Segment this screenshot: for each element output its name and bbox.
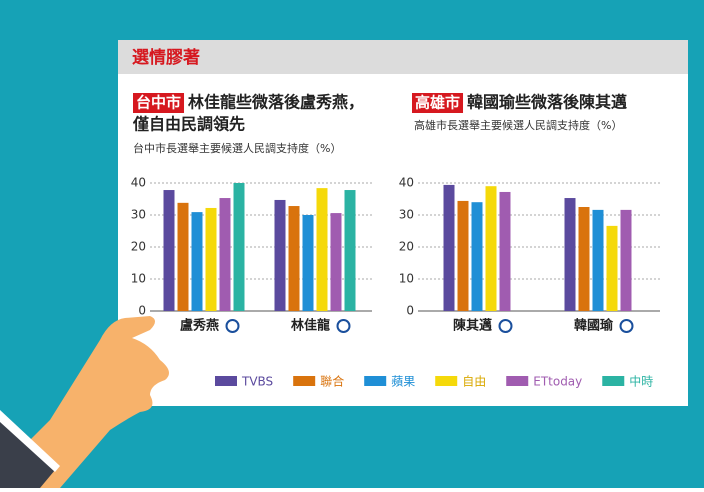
bar — [606, 225, 618, 311]
x-tick-label: 陳其邁 — [453, 318, 492, 334]
bar — [316, 188, 328, 311]
y-tick-label: 10 — [131, 272, 146, 286]
bar — [274, 199, 286, 311]
party-icon — [498, 319, 513, 333]
bar — [330, 213, 342, 311]
chart-tag: 高雄市 — [415, 94, 460, 112]
charts: 台中市 林佳龍些微落後盧秀燕， 僅自由民調領先台中市長選舉主要候選人民調支持度（%）… — [131, 93, 660, 334]
hand — [0, 316, 169, 488]
legend-label: ETtoday — [533, 375, 582, 389]
bar — [499, 191, 511, 311]
legend-swatch — [364, 376, 387, 386]
x-tick-label: 韓國瑜 — [574, 318, 614, 334]
chart-tag-box — [133, 93, 185, 113]
bar — [344, 190, 356, 311]
bar — [620, 209, 632, 311]
legend-label: 聯合 — [320, 374, 344, 389]
legend-label: 中時 — [629, 374, 653, 389]
legend-swatch — [435, 376, 458, 386]
legend: TVBS 聯合 蘋果 自由 ETtoday 中時 — [215, 374, 653, 389]
chart-tag: 台中市 — [136, 94, 181, 112]
y-tick-label: 40 — [399, 176, 414, 190]
y-tick-label: 40 — [131, 176, 146, 190]
bar — [578, 207, 590, 311]
bar — [288, 206, 300, 311]
chart-subtitle: 高雄市長選舉主要候選人民調支持度（%） — [414, 118, 622, 132]
bar — [457, 200, 469, 311]
y-tick-label: 20 — [399, 240, 414, 254]
party-icon — [336, 319, 351, 333]
header-bar — [118, 40, 688, 74]
legend-swatch — [215, 376, 237, 386]
header-title: 選情膠著 — [132, 47, 200, 68]
legend-label: TVBS — [241, 375, 273, 389]
y-tick-label: 30 — [131, 208, 146, 222]
y-tick-label: 10 — [399, 272, 414, 286]
legend-swatch — [506, 376, 529, 386]
bar — [177, 202, 189, 311]
bar — [233, 183, 245, 311]
chart-title: 僅自由民調領先 — [132, 115, 245, 134]
legend-label: 自由 — [462, 375, 486, 389]
bar — [471, 202, 483, 311]
chart-title: 林佳龍些微落後盧秀燕， — [188, 93, 364, 112]
bar — [205, 207, 217, 311]
y-tick-label: 0 — [138, 304, 146, 318]
y-tick-label: 20 — [131, 240, 146, 254]
chart-tag-box — [412, 93, 464, 113]
party-icon — [225, 319, 240, 333]
bar — [163, 190, 175, 311]
bar — [219, 198, 231, 311]
y-tick-label: 30 — [399, 208, 414, 222]
x-tick-label: 盧秀燕 — [180, 318, 219, 334]
bar — [485, 186, 497, 311]
x-tick-label: 林佳龍 — [291, 318, 330, 334]
cuff — [0, 410, 60, 472]
sleeve — [0, 420, 55, 488]
legend-label: 蘋果 — [391, 375, 415, 389]
y-tick-label: 0 — [406, 304, 414, 318]
bar — [191, 212, 203, 311]
legend-swatch — [293, 376, 316, 386]
party-icon — [619, 319, 634, 333]
bar — [443, 184, 455, 311]
chart-title: 韓國瑜些微落後陳其邁 — [467, 93, 627, 112]
bar — [592, 209, 604, 311]
bar — [302, 215, 314, 311]
bar — [564, 198, 576, 311]
legend-swatch — [602, 376, 625, 386]
chart-subtitle: 台中市長選舉主要候選人民調支持度（%） — [133, 141, 341, 155]
